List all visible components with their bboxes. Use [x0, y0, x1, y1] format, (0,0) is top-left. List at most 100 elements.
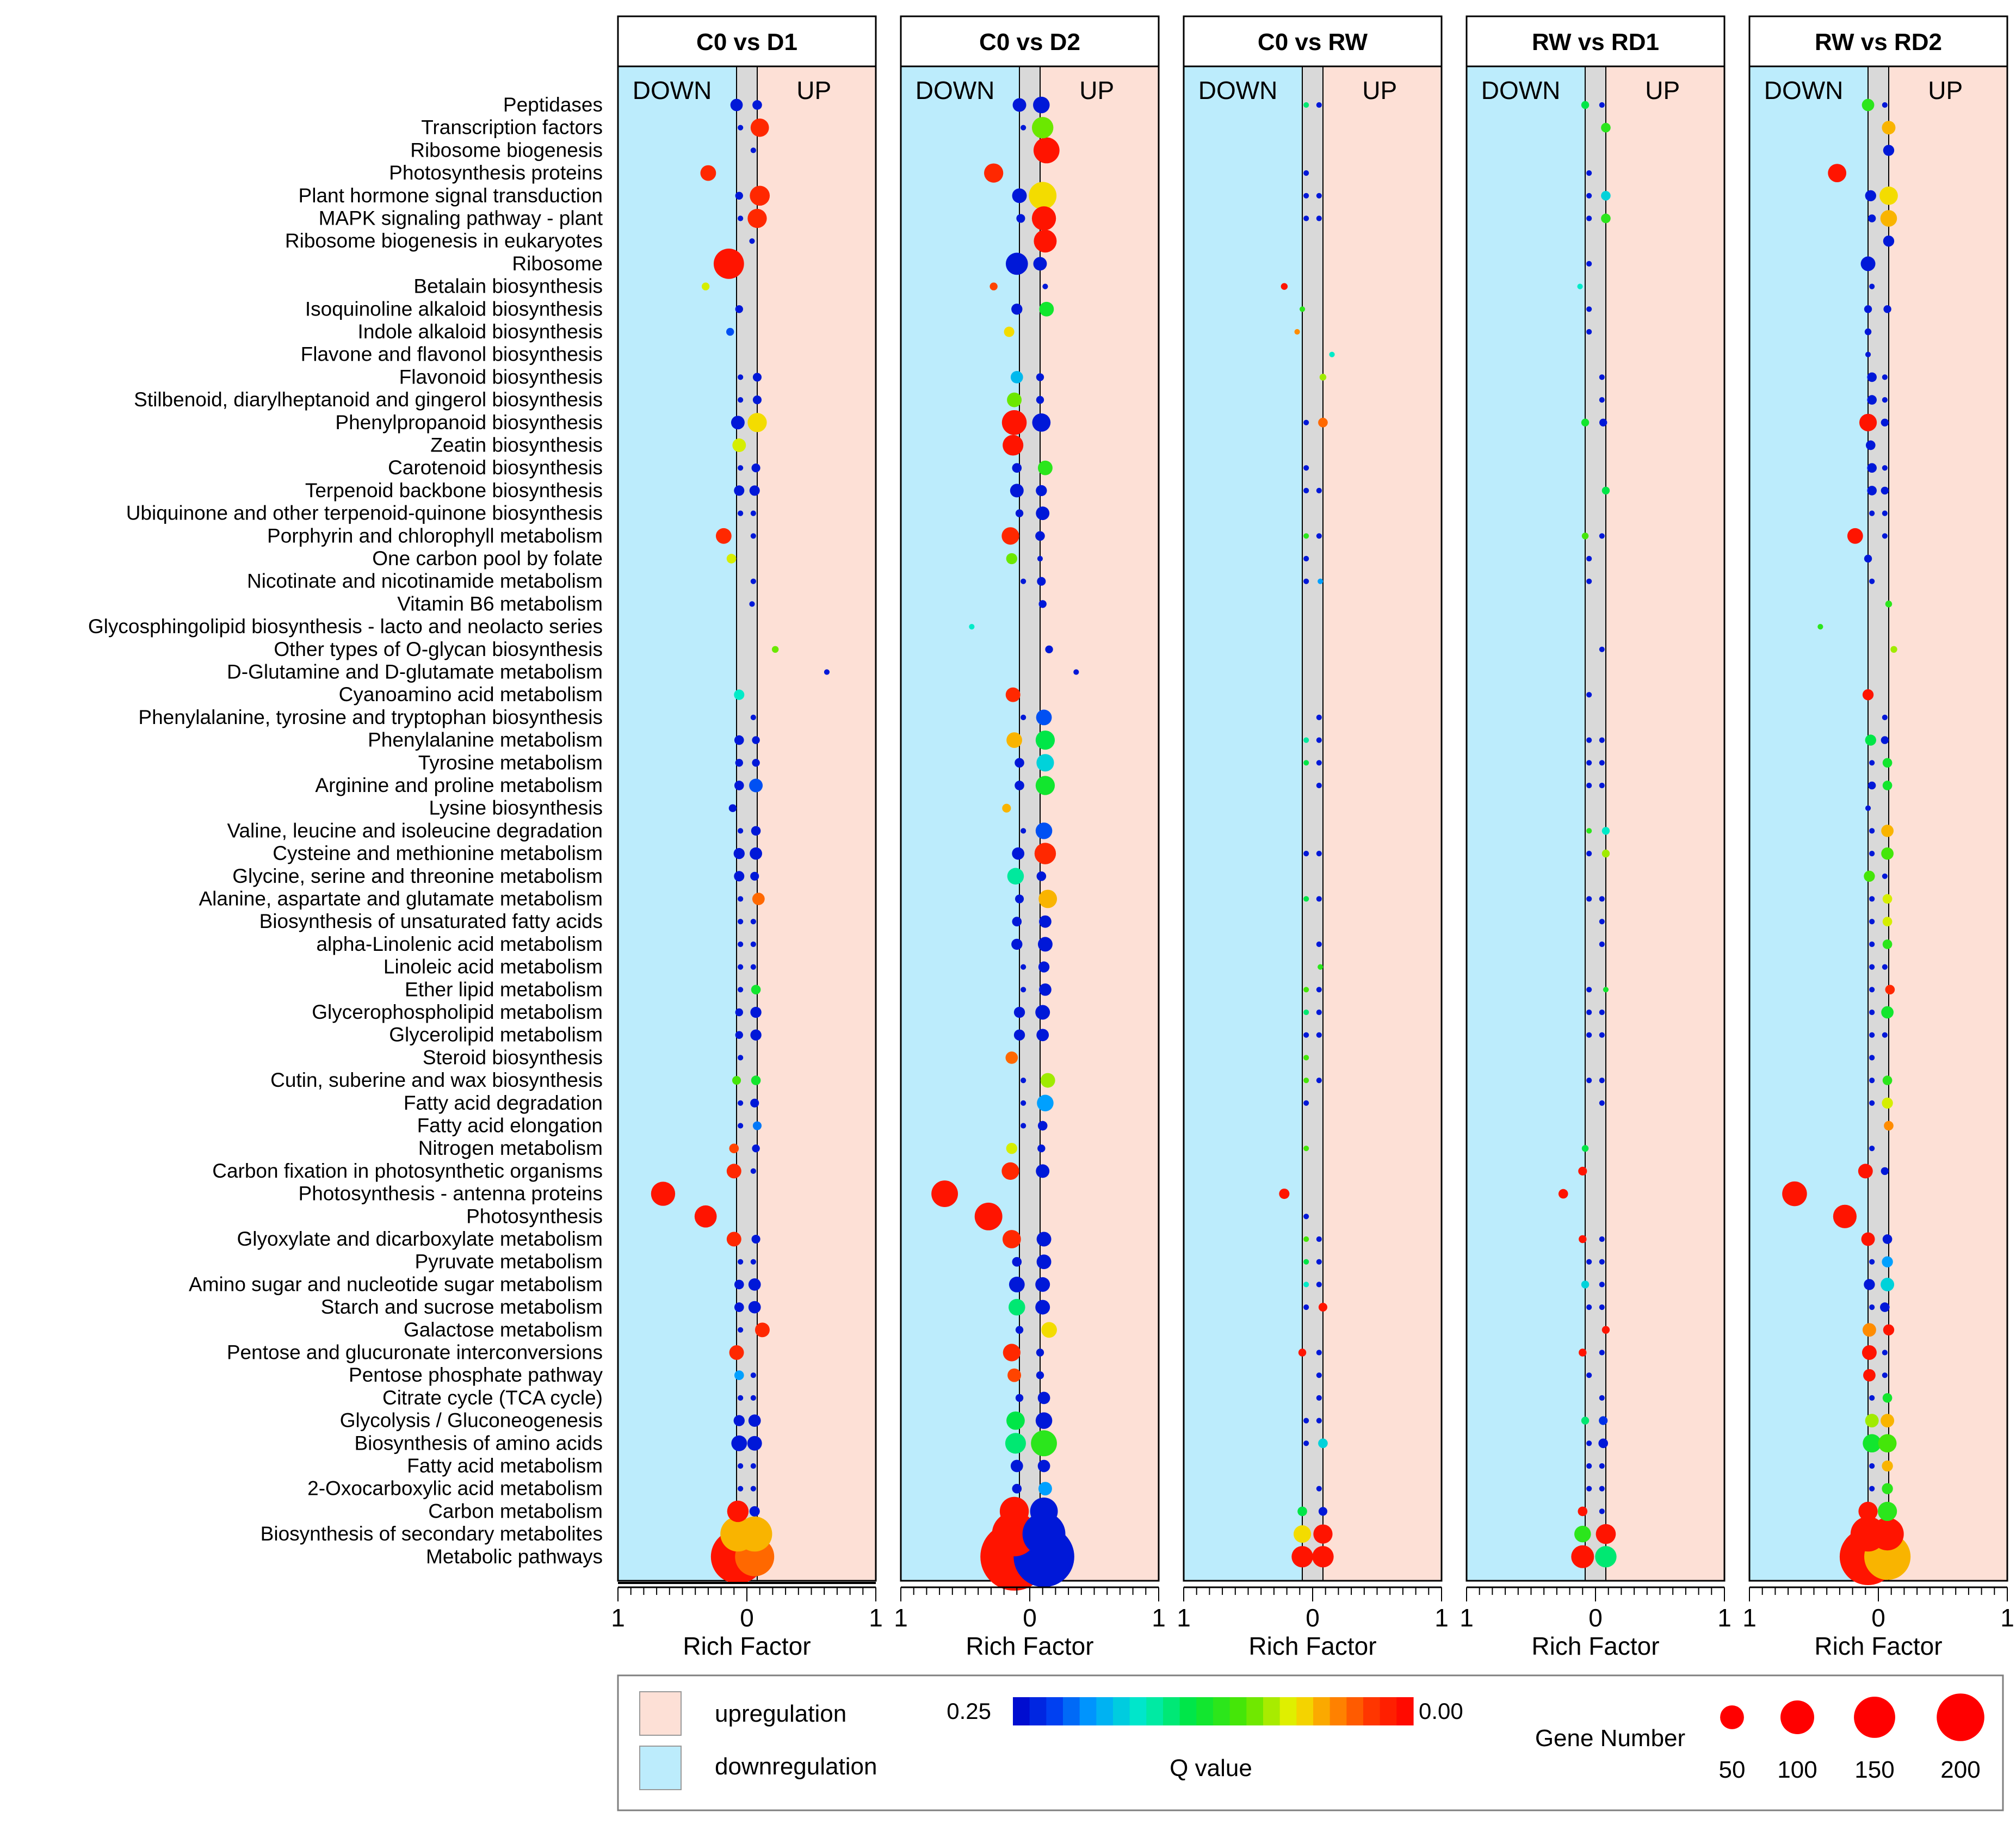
point-cyanoamino-acid-metabolism	[1586, 692, 1592, 698]
point-terpenoid-backbone-biosynthesis	[749, 485, 760, 496]
point-glycolysis-gluconeogenesis	[1581, 1416, 1590, 1425]
point-carbon-fixation-in-photosynthetic-organisms	[1578, 1166, 1587, 1176]
point-peptidases	[1303, 102, 1309, 108]
pathway-label-citrate-cycle-tca-cycle: Citrate cycle (TCA cycle)	[382, 1387, 603, 1409]
point-pentose-and-glucuronate-interconversions	[1036, 1348, 1044, 1357]
point-2-oxocarboxylic-acid-metabolism	[1038, 1482, 1052, 1496]
point-ubiquinone-and-other-terpenoid-quinone-biosynthesis	[738, 510, 744, 516]
point-metabolic-pathways	[1595, 1546, 1617, 1568]
point-cysteine-and-methionine-metabolism	[1869, 851, 1875, 857]
point-carotenoid-biosynthesis	[1882, 465, 1888, 471]
pathway-label-ubiquinone-and-other-terpenoid-quinone-biosynthesis: Ubiquinone and other terpenoid-quinone b…	[126, 502, 603, 524]
point-carbon-fixation-in-photosynthetic-organisms	[1858, 1164, 1873, 1179]
point-photosynthesis	[1833, 1204, 1857, 1228]
up-label: UP	[1079, 76, 1114, 104]
pathway-label-starch-and-sucrose-metabolism: Starch and sucrose metabolism	[321, 1296, 603, 1318]
pathway-label-arginine-and-proline-metabolism: Arginine and proline metabolism	[315, 774, 603, 796]
point-biosynthesis-of-unsaturated-fatty-acids	[1012, 917, 1022, 927]
point-biosynthesis-of-amino-acids	[1878, 1434, 1897, 1453]
point-phenylalanine-metabolism	[1865, 734, 1876, 746]
point-fatty-acid-degradation	[1882, 1097, 1893, 1109]
point-pentose-and-glucuronate-interconversions	[729, 1345, 744, 1360]
point-transcription-factors	[1031, 116, 1054, 139]
qvalue-colorbar-segment	[1363, 1697, 1381, 1725]
point-arginine-and-proline-metabolism	[734, 781, 744, 790]
point-fatty-acid-degradation	[1599, 1100, 1605, 1106]
point-biosynthesis-of-amino-acids	[731, 1435, 747, 1451]
point-pentose-and-glucuronate-interconversions	[1579, 1348, 1587, 1357]
point-tyrosine-metabolism	[1316, 760, 1322, 766]
up-region	[1596, 66, 1724, 1581]
pathway-label-ribosome-biogenesis: Ribosome biogenesis	[410, 139, 603, 161]
point-pyruvate-metabolism	[1036, 1254, 1052, 1270]
point-valine-leucine-and-isoleucine-degradation	[1881, 825, 1894, 837]
down-label: DOWN	[1481, 76, 1561, 104]
point-carbon-metabolism	[1877, 1501, 1897, 1521]
point-pentose-phosphate-pathway	[750, 1372, 756, 1378]
point-pentose-phosphate-pathway	[1316, 1372, 1322, 1378]
point-stilbenoid-diarylheptanoid-and-gingerol-biosynthesis	[1882, 397, 1888, 403]
point-cysteine-and-methionine-metabolism	[1303, 851, 1309, 857]
point-nicotinate-and-nicotinamide-metabolism	[1318, 578, 1324, 584]
point-fatty-acid-degradation	[738, 1100, 744, 1106]
point-glycolysis-gluconeogenesis	[1316, 1418, 1322, 1424]
point-terpenoid-backbone-biosynthesis	[1867, 486, 1877, 496]
point-fatty-acid-metabolism	[1599, 1463, 1605, 1469]
point-phenylalanine-metabolism	[1006, 732, 1022, 748]
point-lysine-biosynthesis	[728, 804, 737, 812]
point-linoleic-acid-metabolism	[1038, 961, 1050, 973]
point-pentose-and-glucuronate-interconversions	[1298, 1348, 1307, 1357]
point-galactose-metabolism	[1883, 1324, 1895, 1335]
up-region	[1313, 66, 1442, 1581]
qvalue-colorbar-segment	[1196, 1697, 1214, 1725]
point-terpenoid-backbone-biosynthesis	[1036, 485, 1047, 497]
qvalue-colorbar-segment	[1046, 1697, 1063, 1725]
up-region	[747, 66, 876, 1581]
point-phenylalanine-tyrosine-and-tryptophan-biosynthesis	[750, 714, 756, 720]
point-phenylpropanoid-biosynthesis	[1318, 417, 1328, 428]
point-stilbenoid-diarylheptanoid-and-gingerol-biosynthesis	[752, 395, 762, 405]
point-plant-hormone-signal-transduction	[1879, 186, 1898, 205]
point-zeatin-biosynthesis	[1003, 435, 1024, 456]
x-tick-label: 1	[894, 1604, 908, 1632]
point-starch-and-sucrose-metabolism	[1035, 1300, 1050, 1315]
point-ubiquinone-and-other-terpenoid-quinone-biosynthesis	[1882, 510, 1888, 516]
point-galactose-metabolism	[738, 1327, 744, 1333]
point-biosynthesis-of-amino-acids	[1303, 1440, 1309, 1446]
qvalue-min-label: 0.25	[947, 1698, 991, 1724]
point-phenylalanine-metabolism	[1316, 737, 1322, 743]
point-biosynthesis-of-amino-acids	[1586, 1440, 1592, 1446]
point-mapk-signaling-pathway-plant	[1880, 210, 1897, 227]
point-mapk-signaling-pathway-plant	[1016, 214, 1025, 223]
point-arginine-and-proline-metabolism	[1867, 781, 1876, 790]
point-arginine-and-proline-metabolism	[1015, 781, 1024, 790]
point-fatty-acid-elongation	[738, 1123, 744, 1129]
down-label: DOWN	[1198, 76, 1278, 104]
pathway-label-d-glutamine-and-d-glutamate-metabolism: D-Glutamine and D-glutamate metabolism	[227, 661, 603, 683]
point-nitrogen-metabolism	[1581, 1145, 1589, 1152]
point-flavonoid-biosynthesis	[1036, 373, 1044, 381]
point-stilbenoid-diarylheptanoid-and-gingerol-biosynthesis	[1867, 395, 1877, 405]
panel-title: RW vs RD1	[1532, 29, 1659, 55]
point-flavonoid-biosynthesis	[1599, 374, 1605, 380]
center-band	[1302, 66, 1323, 1581]
point-arginine-and-proline-metabolism	[749, 778, 763, 793]
point-glyoxylate-and-dicarboxylate-metabolism	[726, 1232, 741, 1247]
point-valine-leucine-and-isoleucine-degradation	[1586, 828, 1592, 834]
point-biosynthesis-of-amino-acids	[1863, 1434, 1882, 1453]
qvalue-colorbar-segment	[1163, 1697, 1180, 1725]
point-glyoxylate-and-dicarboxylate-metabolism	[1316, 1236, 1322, 1242]
point-alanine-aspartate-and-glutamate-metabolism	[752, 893, 765, 905]
point-starch-and-sucrose-metabolism	[1880, 1302, 1890, 1312]
point-starch-and-sucrose-metabolism	[1599, 1304, 1605, 1310]
panel-rw-vs-rd2: RW vs RD2 DOWN UP 1 0 1 Rich Factor	[1742, 15, 2014, 1660]
point-fatty-acid-elongation	[1021, 1123, 1026, 1129]
pathway-label-steroid-biosynthesis: Steroid biosynthesis	[423, 1046, 603, 1068]
pathway-label-cysteine-and-methionine-metabolism: Cysteine and methionine metabolism	[273, 842, 603, 864]
point-nicotinate-and-nicotinamide-metabolism	[1021, 578, 1026, 584]
point-arginine-and-proline-metabolism	[1586, 782, 1592, 789]
point-ubiquinone-and-other-terpenoid-quinone-biosynthesis	[750, 510, 756, 516]
point-fatty-acid-elongation	[1884, 1121, 1894, 1131]
point-cysteine-and-methionine-metabolism	[1316, 851, 1322, 857]
point-linoleic-acid-metabolism	[1882, 964, 1888, 970]
